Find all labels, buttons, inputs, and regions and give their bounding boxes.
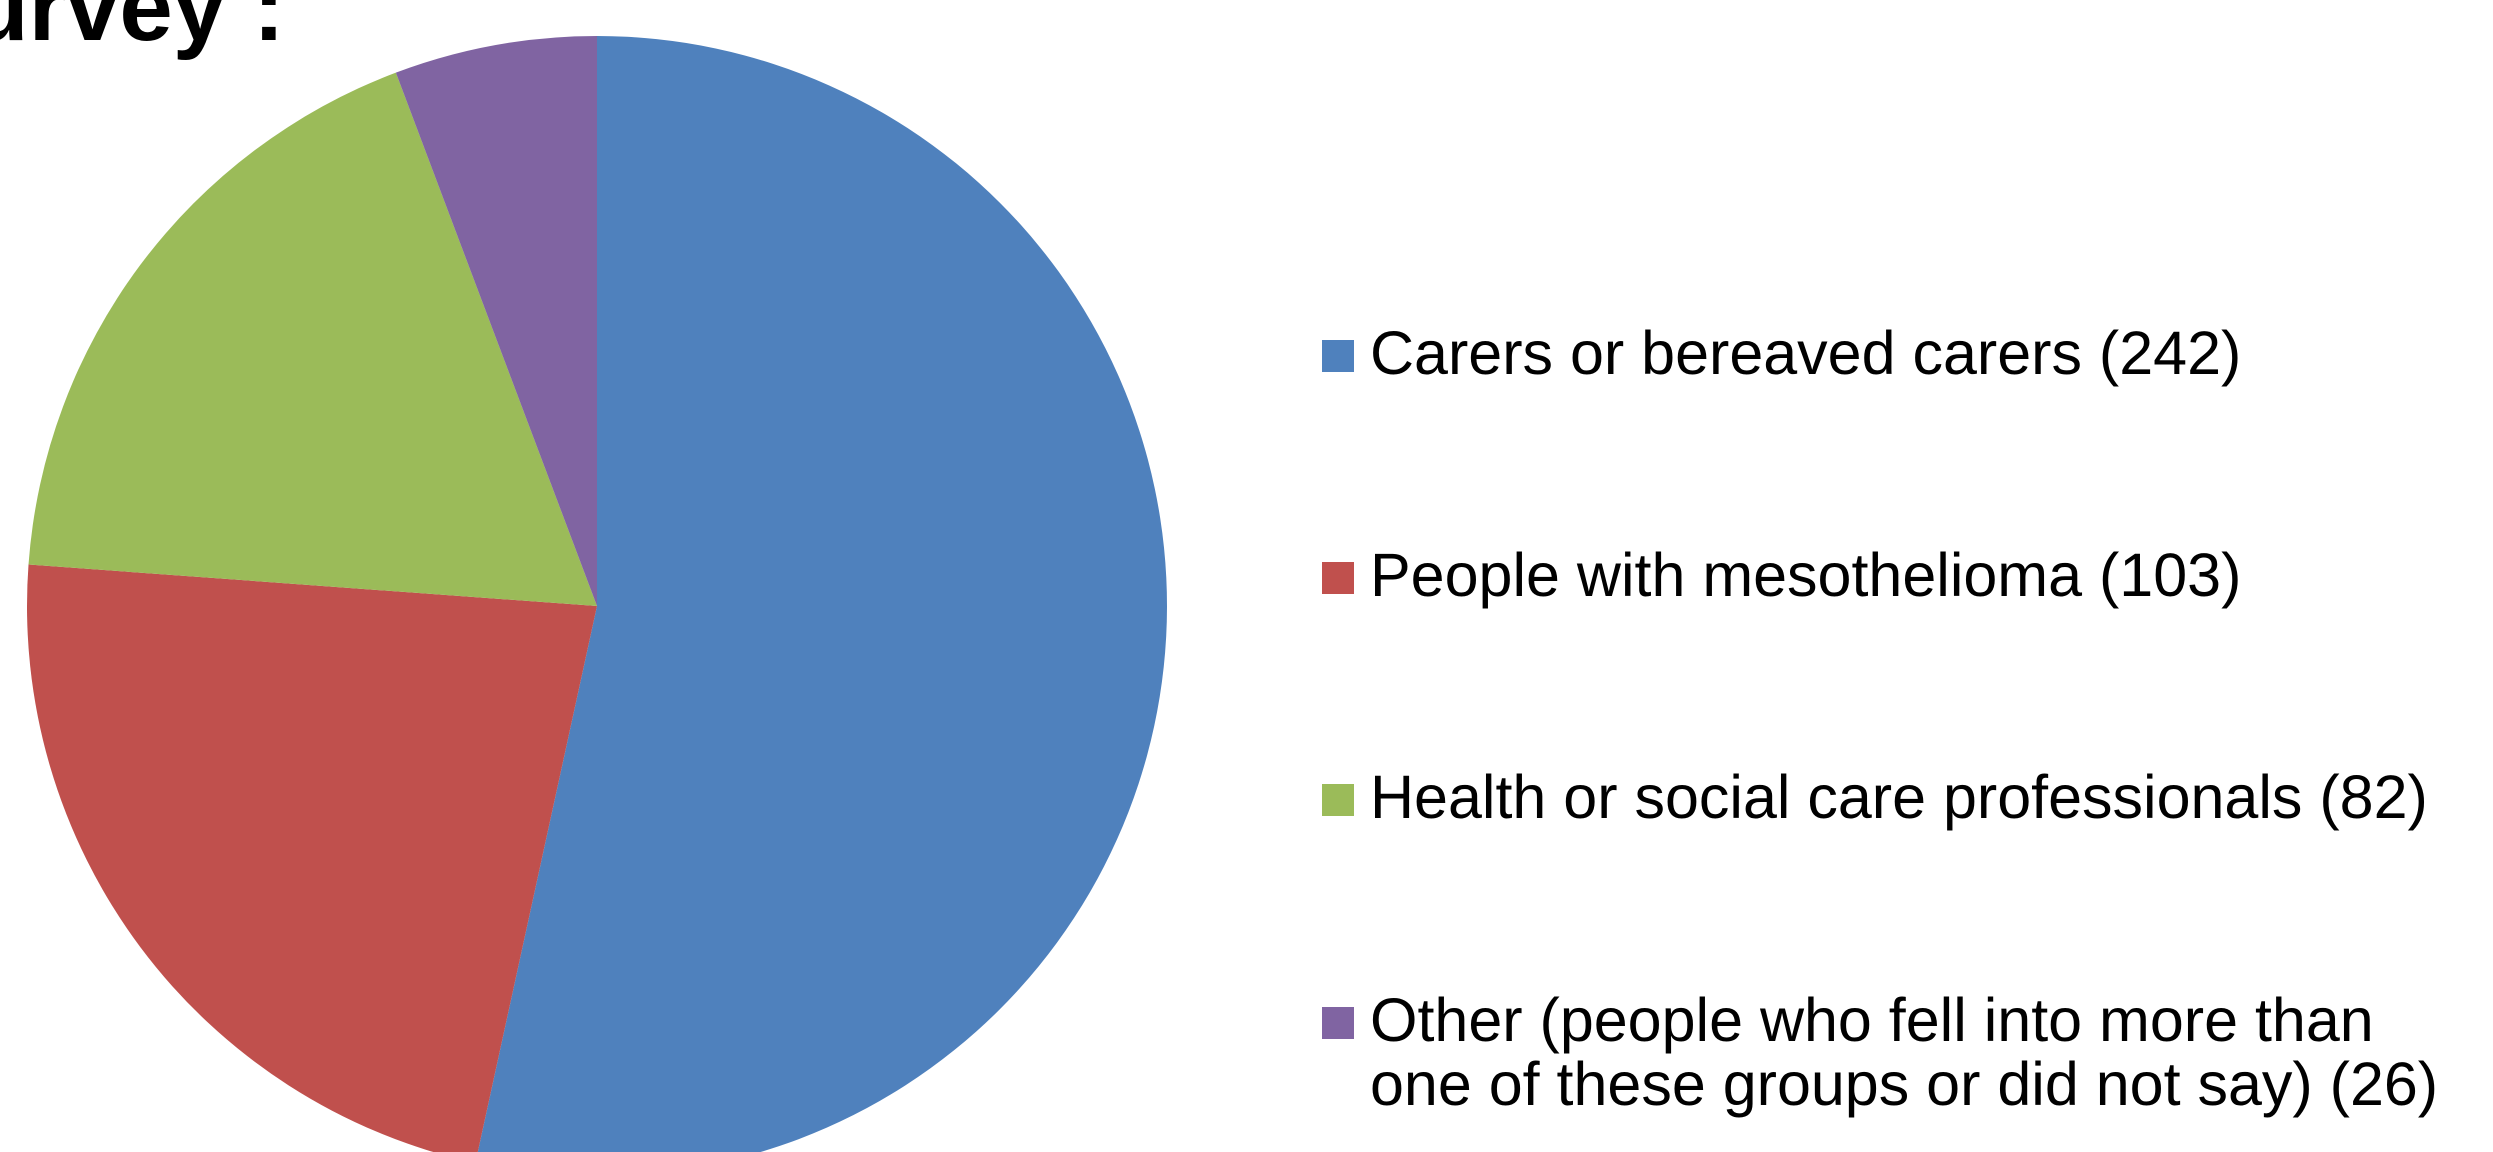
legend-swatch-health-professionals <box>1322 784 1354 816</box>
pie-slice-carers <box>477 36 1167 1152</box>
legend-label-health-professionals: Health or social care professionals (82) <box>1370 763 2428 831</box>
pie-slice-health-professionals <box>28 72 597 606</box>
pie-slice-people-with-mesothelioma <box>27 564 597 1152</box>
pie-slices <box>27 36 1167 1152</box>
pie-chart <box>27 36 1167 1152</box>
legend-swatch-other <box>1322 1007 1354 1039</box>
legend-item-other: Other (people who fell into more than on… <box>1322 988 2438 1116</box>
legend-item-people-with-mesothelioma: People with mesothelioma (103) <box>1322 543 2241 607</box>
legend-item-carers: Carers or bereaved carers (242) <box>1322 321 2241 385</box>
legend-item-health-professionals: Health or social care professionals (82) <box>1322 765 2428 829</box>
page-title: urvey : <box>0 0 285 61</box>
chart-legend: Carers or bereaved carers (242) People w… <box>1322 0 2493 1152</box>
legend-label-people-with-mesothelioma: People with mesothelioma (103) <box>1370 541 2242 609</box>
legend-label-other: Other (people who fell into more than on… <box>1370 986 2439 1118</box>
legend-swatch-people-with-mesothelioma <box>1322 562 1354 594</box>
legend-swatch-carers <box>1322 340 1354 372</box>
pie-slice-other <box>395 36 597 606</box>
legend-label-carers: Carers or bereaved carers (242) <box>1370 319 2242 387</box>
